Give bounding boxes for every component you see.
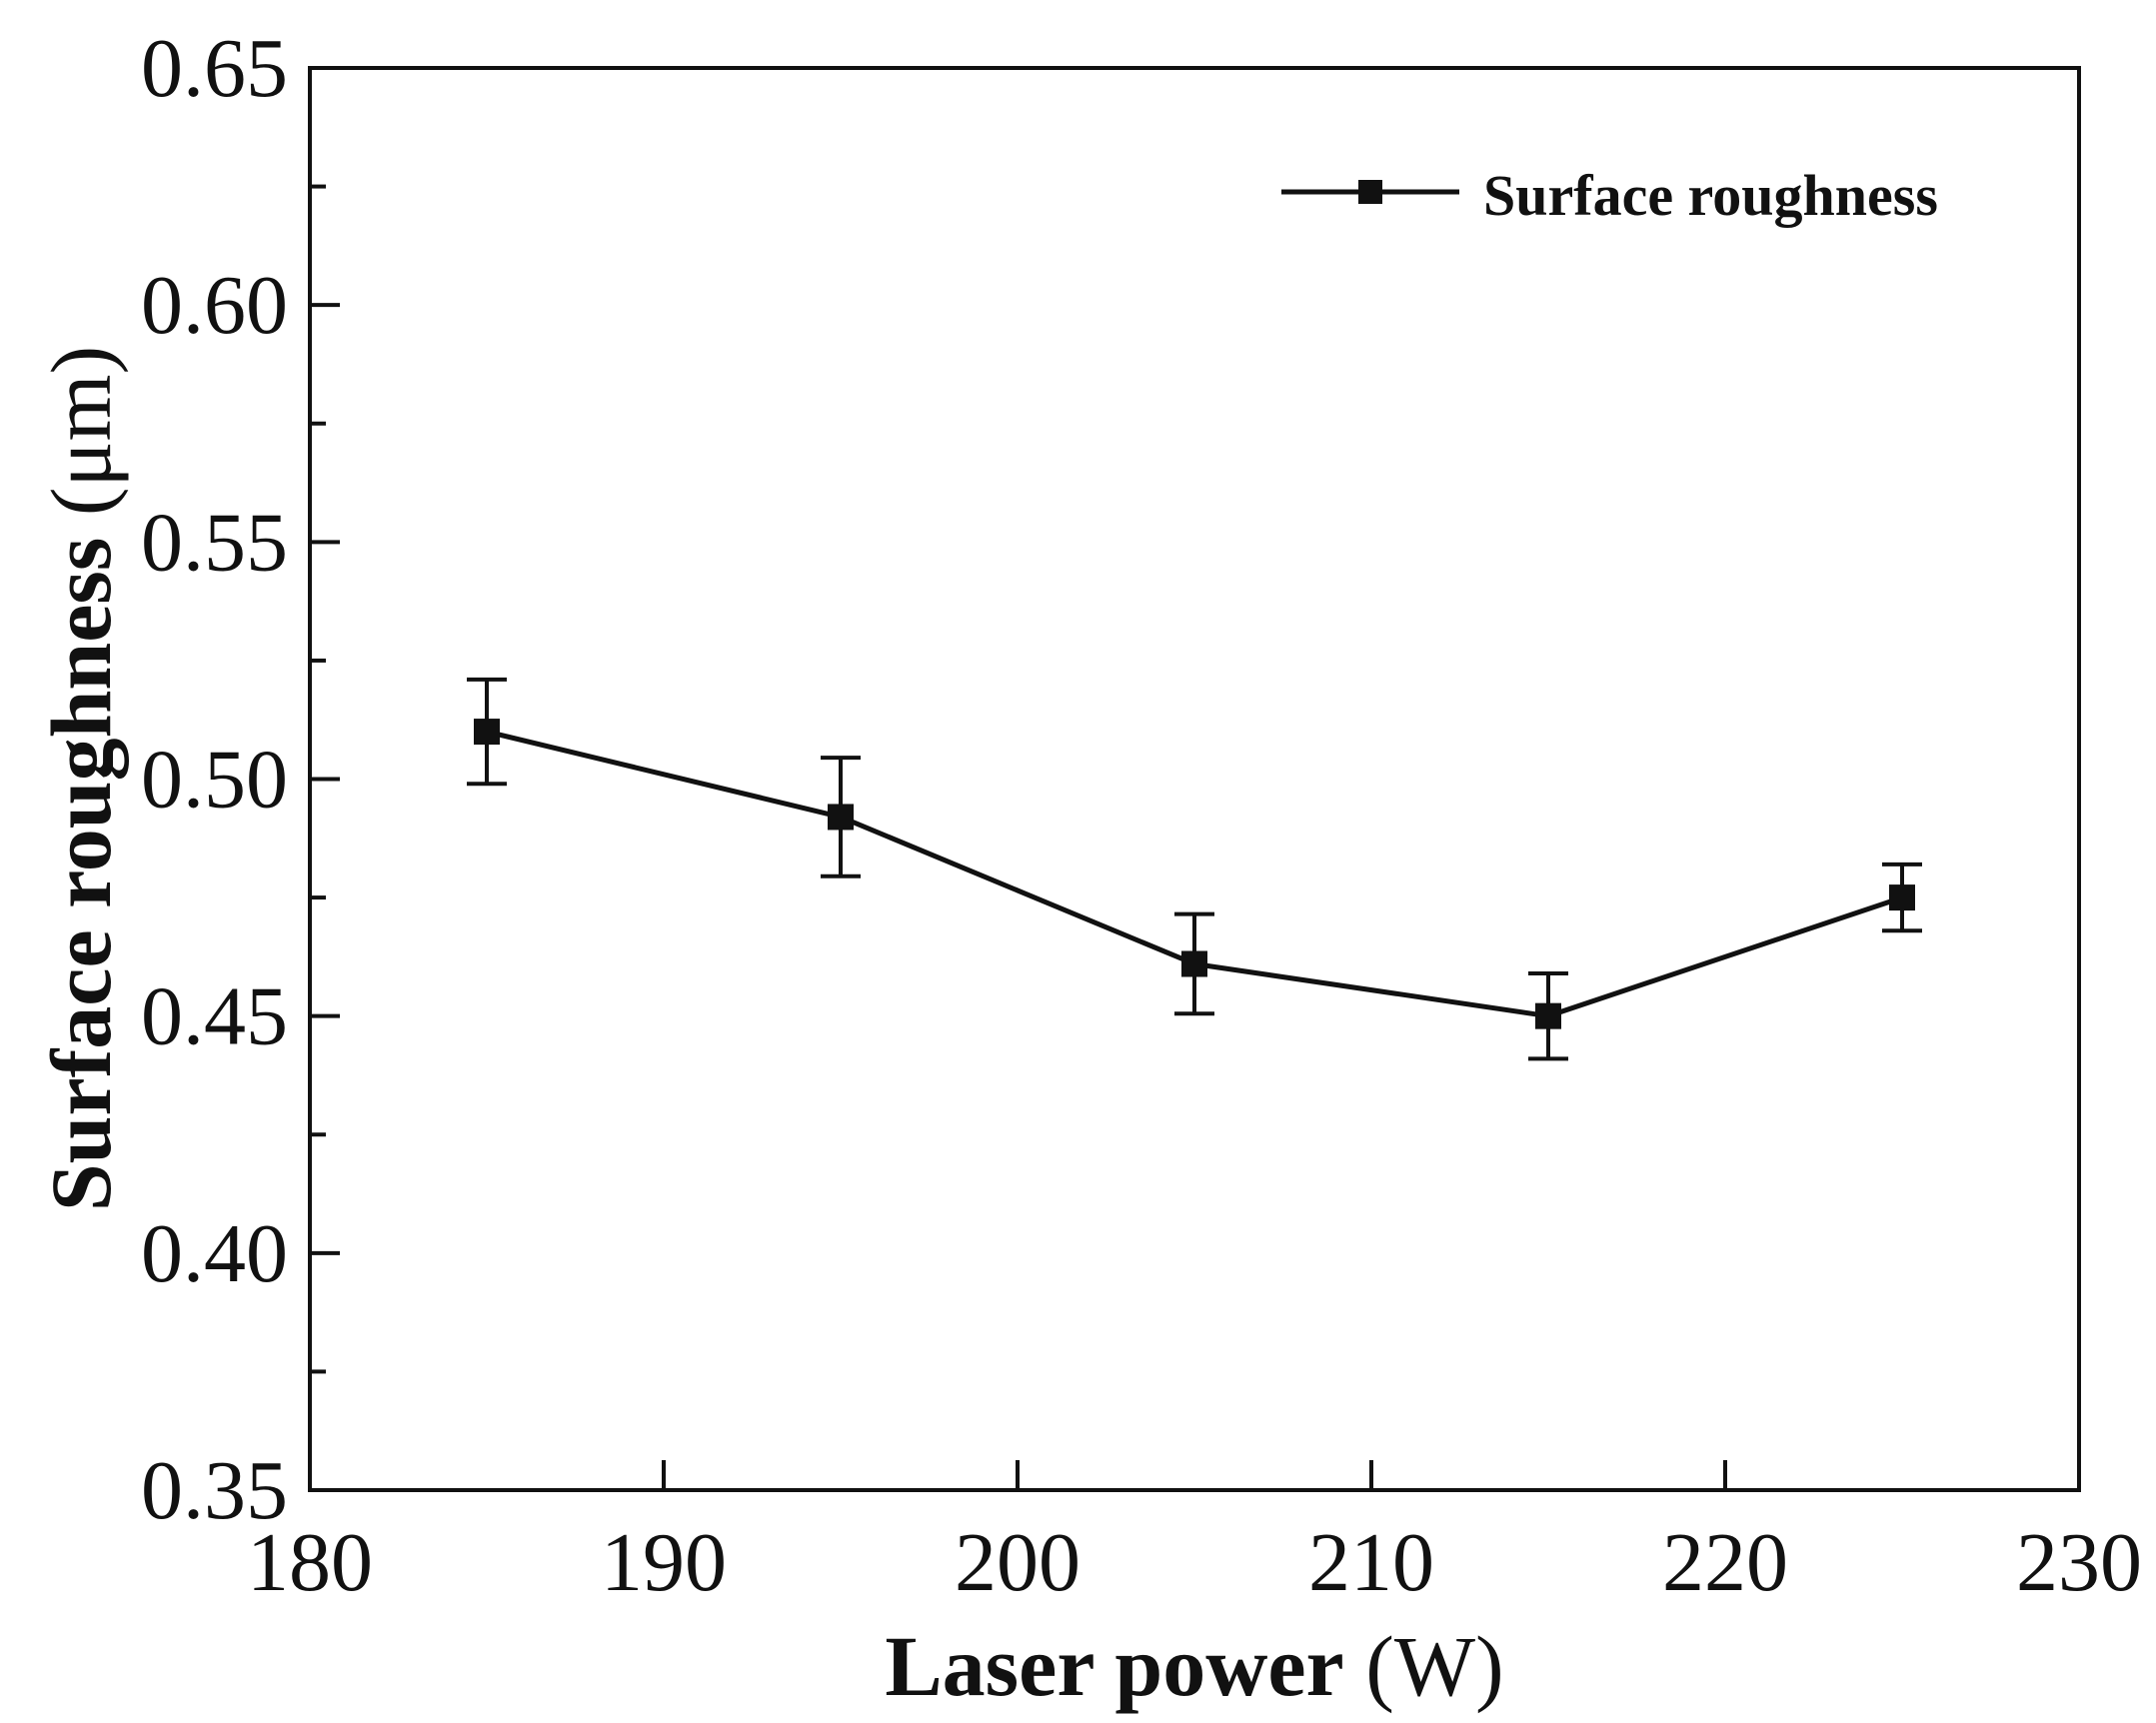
x-tick-label: 230 xyxy=(2016,1516,2142,1609)
y-axis-ticks xyxy=(310,66,340,1492)
data-point-marker xyxy=(1889,884,1915,911)
data-point-marker xyxy=(1181,950,1207,977)
y-axis-title: Surface roughness (μm) xyxy=(33,346,129,1211)
x-axis-title: Laser power (W) xyxy=(885,1618,1503,1714)
plot-area-frame xyxy=(308,66,2081,1492)
x-tick-label: 210 xyxy=(1308,1516,1434,1609)
legend-label: Surface roughness xyxy=(1483,163,1938,228)
y-axis-tick-labels: 0.35 0.40 0.45 0.50 0.55 0.60 0.65 xyxy=(141,22,288,1537)
y-tick-label: 0.60 xyxy=(141,259,288,352)
y-tick-label: 0.35 xyxy=(141,1444,288,1537)
x-axis-title-unit: (W) xyxy=(1344,1618,1504,1714)
y-tick-label: 0.50 xyxy=(141,734,288,827)
y-tick-label: 0.65 xyxy=(141,22,288,115)
x-axis-ticks xyxy=(308,1460,2081,1490)
series-layer xyxy=(467,677,1922,1061)
data-point-marker xyxy=(828,804,854,831)
legend: Surface roughness xyxy=(1281,163,1938,228)
x-tick-label: 220 xyxy=(1662,1516,1788,1609)
x-axis-tick-labels: 180 190 200 210 220 230 xyxy=(247,1516,2142,1609)
y-tick-label: 0.45 xyxy=(141,970,288,1063)
x-tick-label: 180 xyxy=(247,1516,373,1609)
y-axis-title-unit: (μm) xyxy=(33,346,129,538)
y-axis-title-main: Surface roughness xyxy=(33,538,129,1212)
x-axis-title-main: Laser power xyxy=(885,1618,1343,1714)
data-point-marker xyxy=(1535,1002,1561,1029)
x-tick-label: 190 xyxy=(601,1516,727,1609)
x-tick-label: 200 xyxy=(955,1516,1080,1609)
y-tick-label: 0.55 xyxy=(141,496,288,589)
legend-marker xyxy=(1358,180,1382,204)
y-tick-label: 0.40 xyxy=(141,1207,288,1300)
data-point-marker xyxy=(474,719,500,746)
